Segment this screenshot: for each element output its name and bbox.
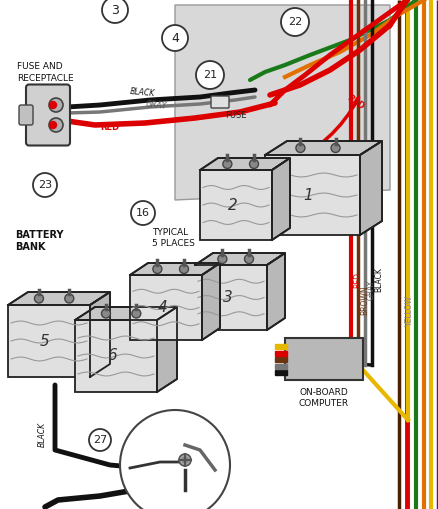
Circle shape bbox=[182, 457, 187, 463]
Text: YELLOW: YELLOW bbox=[404, 295, 413, 325]
Text: 23: 23 bbox=[38, 180, 52, 190]
Text: ON-BOARD
COMPUTER: ON-BOARD COMPUTER bbox=[298, 388, 348, 408]
Polygon shape bbox=[75, 307, 177, 320]
Text: 16: 16 bbox=[136, 208, 150, 218]
Bar bbox=[274, 370, 286, 375]
Text: BLACK: BLACK bbox=[130, 87, 155, 98]
Text: BLACK: BLACK bbox=[373, 268, 382, 293]
Bar bbox=[274, 363, 286, 369]
Text: FUSE AND
RECEPTACLE: FUSE AND RECEPTACLE bbox=[17, 63, 74, 82]
Polygon shape bbox=[272, 158, 290, 240]
Text: 21: 21 bbox=[202, 70, 216, 80]
Text: RED: RED bbox=[344, 94, 365, 112]
Circle shape bbox=[280, 8, 308, 36]
Text: 3: 3 bbox=[111, 4, 119, 16]
Circle shape bbox=[131, 309, 141, 318]
Bar bbox=[130, 275, 201, 340]
Text: 5: 5 bbox=[40, 333, 49, 349]
Circle shape bbox=[330, 144, 339, 153]
Bar bbox=[274, 357, 286, 362]
Text: 4: 4 bbox=[171, 32, 179, 44]
Text: BROWN: BROWN bbox=[359, 285, 368, 315]
Polygon shape bbox=[359, 141, 381, 235]
Text: GRAY: GRAY bbox=[366, 280, 375, 300]
Circle shape bbox=[49, 118, 63, 132]
FancyBboxPatch shape bbox=[19, 105, 33, 125]
Circle shape bbox=[249, 159, 258, 168]
Circle shape bbox=[217, 254, 226, 264]
Circle shape bbox=[244, 254, 253, 264]
Circle shape bbox=[33, 173, 57, 197]
Polygon shape bbox=[90, 292, 110, 377]
Circle shape bbox=[34, 294, 43, 303]
Polygon shape bbox=[265, 141, 381, 155]
Text: BATTERY
BANK: BATTERY BANK bbox=[15, 230, 64, 252]
Circle shape bbox=[49, 122, 57, 128]
Circle shape bbox=[162, 25, 187, 51]
FancyBboxPatch shape bbox=[26, 84, 70, 146]
Circle shape bbox=[89, 429, 111, 451]
Circle shape bbox=[195, 61, 223, 89]
Text: 27: 27 bbox=[93, 435, 107, 445]
Circle shape bbox=[131, 201, 155, 225]
Text: 4: 4 bbox=[157, 300, 167, 315]
Polygon shape bbox=[175, 5, 389, 200]
Bar bbox=[194, 265, 266, 330]
Circle shape bbox=[65, 294, 74, 303]
Text: TYPICAL
5 PLACES: TYPICAL 5 PLACES bbox=[152, 228, 194, 248]
Polygon shape bbox=[201, 263, 219, 340]
Polygon shape bbox=[157, 307, 177, 392]
Bar bbox=[274, 351, 286, 355]
Circle shape bbox=[49, 101, 57, 108]
Text: RED: RED bbox=[352, 272, 361, 288]
Bar bbox=[284, 338, 362, 380]
Circle shape bbox=[101, 309, 110, 318]
Bar bbox=[265, 155, 359, 235]
Polygon shape bbox=[200, 158, 290, 170]
Text: 2: 2 bbox=[227, 197, 237, 212]
Text: RED: RED bbox=[100, 123, 119, 132]
Circle shape bbox=[49, 98, 63, 112]
Polygon shape bbox=[130, 263, 219, 275]
Circle shape bbox=[223, 159, 231, 168]
Circle shape bbox=[120, 410, 230, 509]
Text: 3: 3 bbox=[222, 290, 232, 305]
Text: 1: 1 bbox=[302, 187, 312, 203]
Text: GRAY: GRAY bbox=[145, 100, 166, 111]
FancyBboxPatch shape bbox=[211, 96, 229, 108]
Text: FUSE: FUSE bbox=[225, 111, 246, 120]
Circle shape bbox=[295, 144, 304, 153]
Text: BLACK: BLACK bbox=[38, 422, 47, 447]
Circle shape bbox=[102, 0, 128, 23]
Bar bbox=[200, 170, 272, 240]
Polygon shape bbox=[266, 253, 284, 330]
Text: 6: 6 bbox=[107, 349, 117, 363]
Text: 22: 22 bbox=[287, 17, 301, 27]
Circle shape bbox=[152, 265, 162, 273]
Circle shape bbox=[179, 454, 191, 466]
Circle shape bbox=[179, 265, 188, 273]
Bar bbox=[8, 305, 90, 377]
Polygon shape bbox=[8, 292, 110, 305]
Polygon shape bbox=[194, 253, 284, 265]
Bar bbox=[75, 320, 157, 392]
Bar bbox=[274, 344, 286, 349]
